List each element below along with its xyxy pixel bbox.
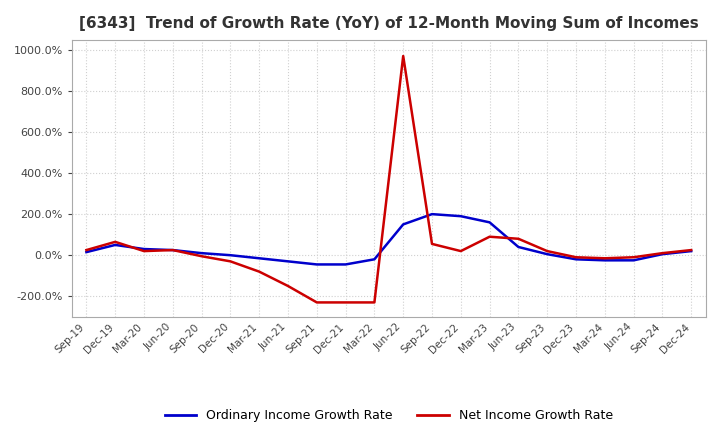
Net Income Growth Rate (687, 247, 696, 253)
Net Income Growth Rate (399, 53, 408, 59)
Ordinary Income Growth Rate (543, 252, 552, 257)
Net Income Growth Rate (370, 300, 379, 305)
Line: Ordinary Income Growth Rate: Ordinary Income Growth Rate (86, 214, 691, 264)
Ordinary Income Growth Rate (168, 247, 177, 253)
Title: [6343]  Trend of Growth Rate (YoY) of 12-Month Moving Sum of Incomes: [6343] Trend of Growth Rate (YoY) of 12-… (79, 16, 698, 32)
Ordinary Income Growth Rate (629, 258, 638, 263)
Ordinary Income Growth Rate (687, 249, 696, 254)
Ordinary Income Growth Rate (82, 249, 91, 255)
Net Income Growth Rate (140, 249, 148, 254)
Net Income Growth Rate (543, 249, 552, 254)
Net Income Growth Rate (168, 247, 177, 253)
Net Income Growth Rate (197, 253, 206, 259)
Ordinary Income Growth Rate (226, 253, 235, 258)
Ordinary Income Growth Rate (485, 220, 494, 225)
Ordinary Income Growth Rate (572, 257, 580, 262)
Ordinary Income Growth Rate (514, 244, 523, 249)
Net Income Growth Rate (255, 269, 264, 274)
Ordinary Income Growth Rate (600, 258, 609, 263)
Line: Net Income Growth Rate: Net Income Growth Rate (86, 56, 691, 302)
Ordinary Income Growth Rate (140, 246, 148, 252)
Ordinary Income Growth Rate (370, 257, 379, 262)
Ordinary Income Growth Rate (341, 262, 350, 267)
Net Income Growth Rate (111, 239, 120, 245)
Legend: Ordinary Income Growth Rate, Net Income Growth Rate: Ordinary Income Growth Rate, Net Income … (160, 404, 618, 427)
Net Income Growth Rate (341, 300, 350, 305)
Net Income Growth Rate (226, 259, 235, 264)
Net Income Growth Rate (514, 236, 523, 242)
Net Income Growth Rate (600, 256, 609, 261)
Ordinary Income Growth Rate (284, 259, 292, 264)
Net Income Growth Rate (456, 249, 465, 254)
Ordinary Income Growth Rate (255, 256, 264, 261)
Ordinary Income Growth Rate (399, 222, 408, 227)
Ordinary Income Growth Rate (456, 213, 465, 219)
Ordinary Income Growth Rate (111, 242, 120, 248)
Net Income Growth Rate (284, 283, 292, 289)
Net Income Growth Rate (428, 241, 436, 246)
Net Income Growth Rate (312, 300, 321, 305)
Net Income Growth Rate (82, 247, 91, 253)
Net Income Growth Rate (572, 255, 580, 260)
Net Income Growth Rate (485, 234, 494, 239)
Net Income Growth Rate (658, 250, 667, 256)
Ordinary Income Growth Rate (197, 250, 206, 256)
Ordinary Income Growth Rate (312, 262, 321, 267)
Ordinary Income Growth Rate (428, 212, 436, 217)
Net Income Growth Rate (629, 255, 638, 260)
Ordinary Income Growth Rate (658, 252, 667, 257)
